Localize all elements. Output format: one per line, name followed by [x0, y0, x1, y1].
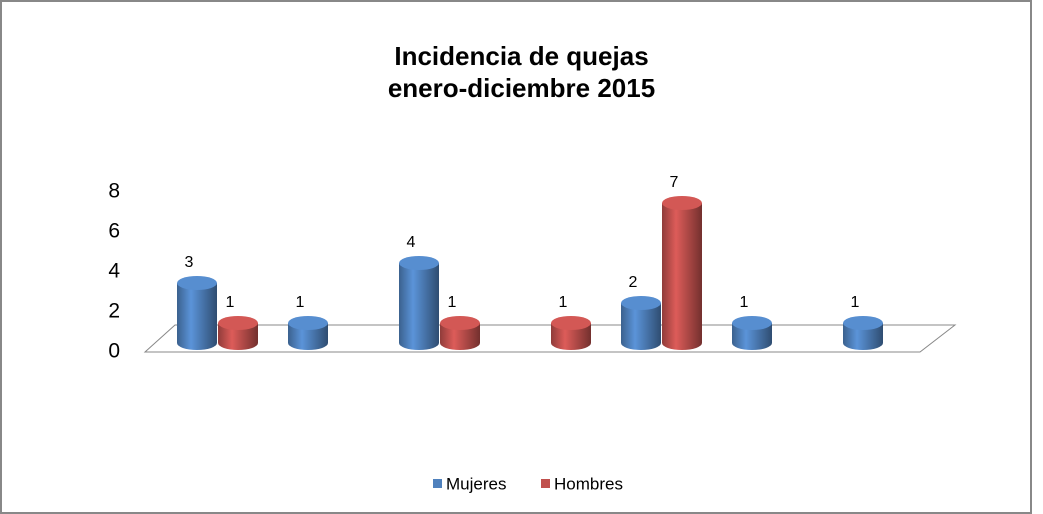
floor	[143, 324, 957, 353]
y-tick-label: 8	[108, 180, 120, 203]
data-label: 7	[670, 174, 679, 191]
bar	[732, 316, 772, 350]
data-label: 1	[740, 294, 749, 311]
bar-top	[662, 196, 702, 210]
bar-top	[440, 316, 480, 330]
bar-body	[218, 323, 258, 350]
y-tick-label: 2	[108, 300, 120, 323]
bar-top	[843, 316, 883, 330]
bar-body	[177, 283, 217, 350]
data-label: 1	[559, 294, 568, 311]
bar-body	[621, 303, 661, 350]
bar-body	[440, 323, 480, 350]
data-label: 1	[851, 294, 860, 311]
bar-body	[843, 323, 883, 350]
bar	[440, 316, 480, 350]
bar	[621, 296, 661, 350]
bar-top	[551, 316, 591, 330]
data-label: 1	[448, 294, 457, 311]
bar	[662, 196, 702, 350]
data-label: 3	[185, 254, 194, 271]
data-label: 4	[407, 234, 416, 251]
bar	[288, 316, 328, 350]
chart-title: Incidencia de quejas enero-diciembre 201…	[387, 41, 656, 103]
bar-top	[218, 316, 258, 330]
bar	[551, 316, 591, 350]
bar	[399, 256, 439, 350]
y-tick-label: 4	[108, 260, 120, 283]
bar-top	[399, 256, 439, 270]
bar-body	[399, 263, 439, 350]
bar-body	[551, 323, 591, 350]
data-label: 1	[226, 294, 235, 311]
data-label: 1	[296, 294, 305, 311]
bar	[843, 316, 883, 350]
bar-body	[662, 203, 702, 350]
legend-label: Hombres	[554, 474, 623, 493]
bar	[218, 316, 258, 350]
bar-top	[177, 276, 217, 290]
y-tick-label: 6	[108, 220, 120, 243]
bar-top	[621, 296, 661, 310]
bar-body	[732, 323, 772, 350]
legend-swatch	[541, 479, 550, 488]
bar-top	[732, 316, 772, 330]
bar-body	[288, 323, 328, 350]
data-label: 2	[629, 274, 638, 291]
legend-label: Mujeres	[446, 474, 506, 493]
bar-top	[288, 316, 328, 330]
y-tick-label: 0	[108, 340, 120, 363]
bar	[177, 276, 217, 350]
legend-swatch	[433, 479, 442, 488]
